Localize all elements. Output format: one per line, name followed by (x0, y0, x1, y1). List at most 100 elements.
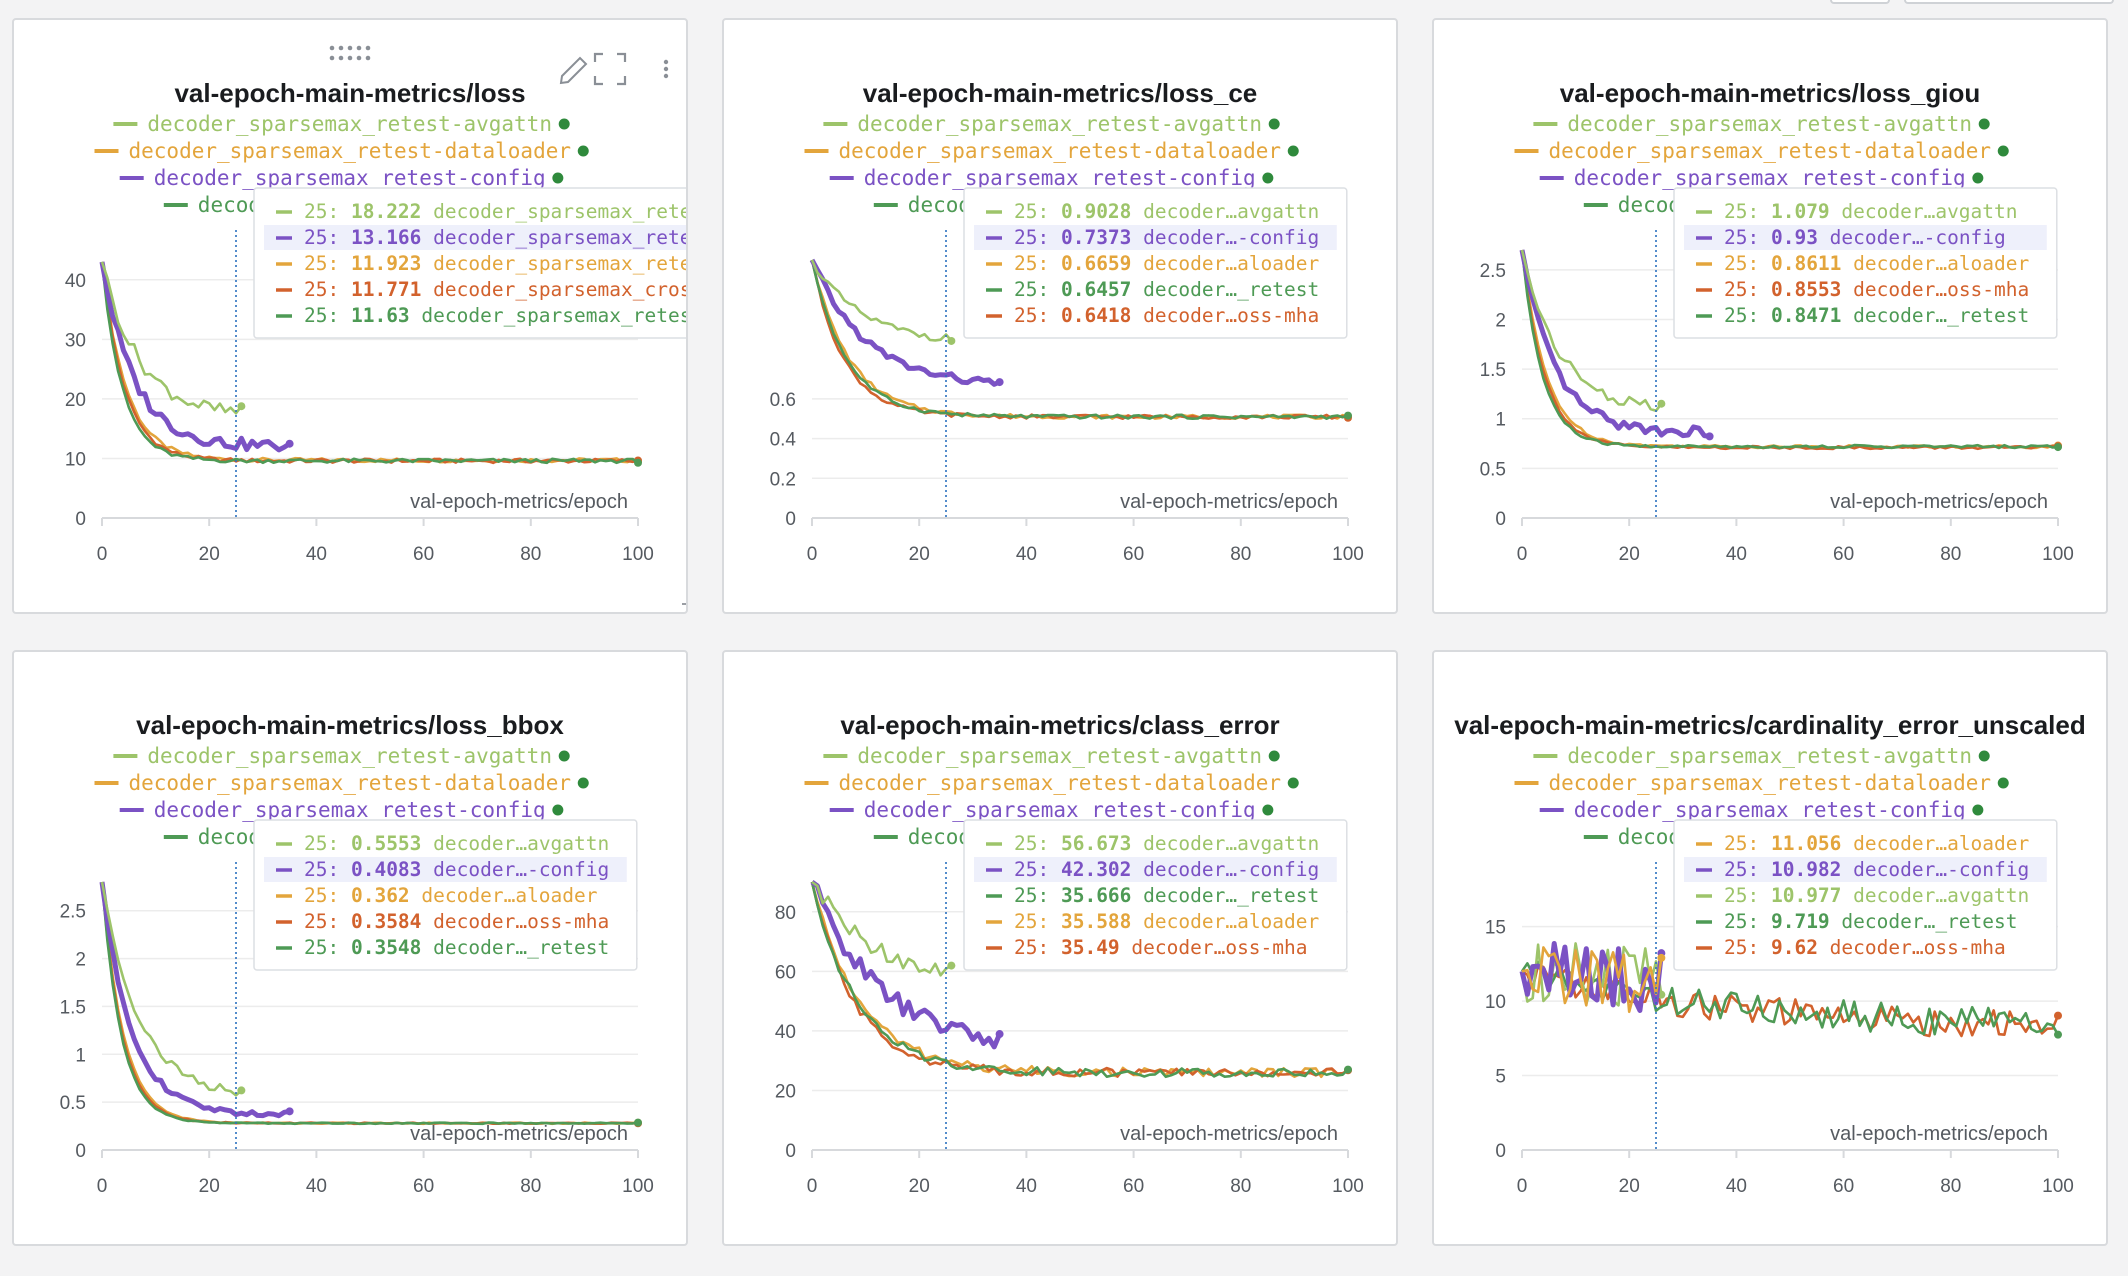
series-line[interactable] (810, 259, 1349, 420)
series-line[interactable] (99, 881, 291, 1119)
series-line[interactable] (810, 881, 1349, 1079)
chart-panel[interactable]: val-epoch-main-metrics/loss_giou decoder_… (1432, 18, 2108, 614)
y-tick-label: 20 (775, 1081, 796, 1102)
series-line[interactable] (1520, 249, 1663, 413)
kebab-menu-icon[interactable] (663, 59, 669, 79)
legend-visible-dot-icon[interactable] (558, 750, 570, 762)
svg-text:25: 35.588 decoder…aloader: 25: 35.588 decoder…aloader (1014, 910, 1319, 933)
drag-dots-icon[interactable] (329, 45, 371, 61)
series-line[interactable] (811, 880, 953, 977)
legend-label: decoder_sparsemax_retest-dataloader (839, 139, 1282, 163)
tooltip-row: 25: 11.923 decoder_sparsemax_retest-data… (276, 252, 686, 275)
x-axis-label: val-epoch-metrics/epoch (410, 1123, 628, 1145)
legend-visible-dot-icon[interactable] (1287, 777, 1299, 789)
legend-item[interactable]: decoder_sparsemax_retest-avgattn (823, 744, 1280, 768)
legend-visible-dot-icon[interactable] (1972, 172, 1984, 184)
legend-visible-dot-icon[interactable] (1268, 750, 1280, 762)
legend-visible-dot-icon[interactable] (1262, 172, 1274, 184)
legend-item[interactable]: decoder_sparsemax_retest-avgattn (113, 112, 570, 136)
x-tick-label: 80 (520, 544, 541, 565)
x-tick-label: 40 (1016, 1176, 1037, 1197)
legend-visible-dot-icon[interactable] (577, 145, 589, 157)
series-line[interactable] (810, 879, 1002, 1050)
legend-item[interactable]: decoder_sparsemax_retest-dataloader (804, 139, 1299, 163)
legend-label: decoder_sparsemax_retest-config (1574, 166, 1966, 190)
x-tick-label: 20 (1619, 544, 1640, 565)
legend-item[interactable]: decoder_sparsemax_retest-config (119, 798, 564, 822)
chart-panel[interactable]: val-epoch-main-metrics/loss decoder_spars… (12, 18, 688, 614)
series-line[interactable] (810, 259, 953, 342)
y-tick-label: 1 (1495, 410, 1506, 431)
legend-item[interactable]: decoder_sparsemax_retest-dataloader (94, 771, 589, 795)
legend-item[interactable]: decoder_sparsemax_retest-config (119, 166, 564, 190)
svg-text:25: 0.8471 decoder…_retest: 25: 0.8471 decoder…_retest (1724, 304, 2029, 327)
legend-item[interactable]: decoder_sparsemax_retest-dataloader (1514, 139, 2009, 163)
top-toolbar-button[interactable] (1830, 0, 1890, 4)
legend-visible-dot-icon[interactable] (552, 804, 564, 816)
legend-item[interactable]: decoder_sparsemax_retest-dataloader (1514, 771, 2009, 795)
tooltip-row: 25: 10.977 decoder…avgattn (1696, 884, 2029, 907)
legend-item[interactable]: decoder_sparsemax_retest-dataloader (804, 771, 1299, 795)
legend-item[interactable]: decoder_sparsemax_retest-avgattn (113, 744, 570, 768)
series-line[interactable] (1520, 249, 2059, 450)
legend-item[interactable]: decoder_sparsemax_retest-avgattn (823, 112, 1280, 136)
series-end-point (285, 439, 294, 448)
tooltip-row: 25: 0.8611 decoder…aloader (1696, 252, 2029, 275)
chart-panel[interactable]: val-epoch-main-metrics/loss_ce decoder_sp… (722, 18, 1398, 614)
svg-text:25: 11.923 decoder_sparsemax_r: 25: 11.923 decoder_sparsemax_retest-data… (304, 252, 686, 275)
tooltip-row: 25: 11.056 decoder…aloader (1696, 832, 2029, 855)
legend-visible-dot-icon[interactable] (1978, 118, 1990, 130)
series-line[interactable] (100, 261, 639, 465)
expand-icon[interactable] (593, 52, 627, 86)
tooltip-row: 25: 10.982 decoder…-config (1684, 857, 2047, 882)
series-line[interactable] (1519, 941, 1664, 1013)
series-end-point (634, 458, 642, 467)
tooltip-row: 25: 11.63 decoder_sparsemax_retest (276, 304, 686, 327)
legend-visible-dot-icon[interactable] (558, 118, 570, 130)
svg-text:25: 0.9028 decoder…avgattn: 25: 0.9028 decoder…avgattn (1014, 200, 1319, 223)
svg-text:25: 56.673 decoder…avgattn: 25: 56.673 decoder…avgattn (1014, 832, 1319, 855)
y-tick-label: 2.5 (1480, 261, 1506, 282)
legend-item[interactable]: decoder_sparsemax_retest-config (829, 166, 1274, 190)
legend-item[interactable]: decoder_sparsemax_retest-avgattn (1533, 112, 1990, 136)
tooltip-row: 25: 56.673 decoder…avgattn (986, 832, 1319, 855)
legend-visible-dot-icon[interactable] (1997, 777, 2009, 789)
legend-item[interactable]: decoder_sparsemax_retest-avgattn (1533, 744, 1990, 768)
legend-visible-dot-icon[interactable] (1972, 804, 1984, 816)
series-line[interactable] (810, 881, 1349, 1078)
resize-handle-icon[interactable] (682, 596, 686, 605)
legend-visible-dot-icon[interactable] (1978, 750, 1990, 762)
tooltip-row: 25: 0.4083 decoder…-config (264, 857, 627, 882)
legend-item[interactable]: decoder_sparsemax_retest-config (1539, 798, 1984, 822)
top-toolbar-control[interactable] (1904, 0, 2114, 4)
chart-panel[interactable]: val-epoch-main-metrics/loss_bbox decoder_… (12, 650, 688, 1246)
pencil-icon[interactable] (559, 56, 588, 85)
y-tick-label: 80 (775, 903, 796, 924)
series-line[interactable] (1519, 249, 1710, 439)
series-line[interactable] (100, 881, 243, 1097)
legend-visible-dot-icon[interactable] (1997, 145, 2009, 157)
legend-visible-dot-icon[interactable] (1287, 145, 1299, 157)
x-tick-label: 40 (1726, 544, 1747, 565)
svg-text:25: 35.49 decoder…oss-mha: 25: 35.49 decoder…oss-mha (1014, 936, 1308, 959)
y-tick-label: 5 (1495, 1067, 1506, 1088)
x-tick-label: 0 (807, 544, 818, 565)
series-line[interactable] (99, 261, 291, 453)
x-tick-label: 20 (199, 1176, 220, 1197)
chart-panel[interactable]: val-epoch-main-metrics/cardinality_error… (1432, 650, 2108, 1246)
series-line[interactable] (1521, 946, 1663, 1014)
series-line[interactable] (100, 881, 639, 1126)
legend-item[interactable]: decoder_sparsemax_retest-dataloader (94, 139, 589, 163)
legend-visible-dot-icon[interactable] (1262, 804, 1274, 816)
legend-visible-dot-icon[interactable] (1268, 118, 1280, 130)
legend-visible-dot-icon[interactable] (577, 777, 589, 789)
svg-text:25: 1.079 decoder…avgattn: 25: 1.079 decoder…avgattn (1724, 200, 2018, 223)
panel-toolbar (329, 45, 669, 86)
series-line[interactable] (809, 258, 1001, 387)
series-line[interactable] (100, 261, 243, 415)
chart-panel[interactable]: val-epoch-main-metrics/class_error decode… (722, 650, 1398, 1246)
legend-label: decoder_sparsemax_retest-avgattn (857, 112, 1262, 136)
legend-item[interactable]: decoder_sparsemax_retest-config (829, 798, 1274, 822)
legend-item[interactable]: decoder_sparsemax_retest-config (1539, 166, 1984, 190)
legend-visible-dot-icon[interactable] (552, 172, 564, 184)
